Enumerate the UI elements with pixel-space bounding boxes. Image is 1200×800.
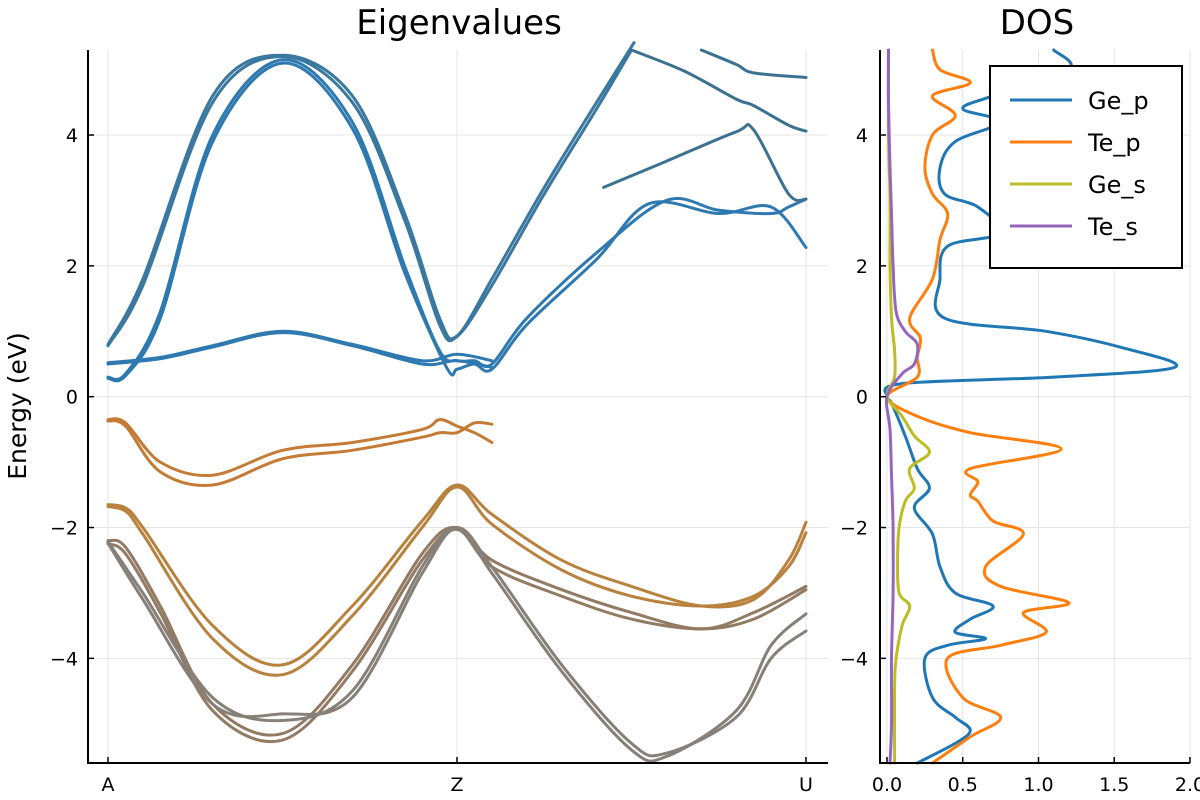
band-line-10 bbox=[106, 419, 494, 487]
y-tick-label: 4 bbox=[66, 125, 78, 147]
y-tick-label: −4 bbox=[50, 648, 78, 670]
y-tick-label: −4 bbox=[840, 648, 868, 670]
dos-x-ticks: 0.0 0.5 1.0 1.5 2.0 bbox=[872, 757, 1200, 796]
dos-series-Ge_s bbox=[885, 48, 931, 765]
y-tick-label: −2 bbox=[50, 518, 78, 540]
band-line-11 bbox=[106, 483, 808, 667]
legend-box bbox=[989, 65, 1183, 269]
dos-lines bbox=[883, 48, 1179, 765]
dos-series-Te_s bbox=[885, 48, 920, 765]
y-axis-label: Energy (eV) bbox=[3, 332, 32, 479]
band-line-5 bbox=[106, 48, 633, 348]
legend-label-Te_s: Te_s bbox=[1087, 213, 1138, 241]
dos-axes bbox=[879, 50, 1190, 764]
eigenvalues-panel: Eigenvalues Energy (eV) A Z U −4 −2 0 2 4 bbox=[3, 3, 828, 796]
x-tick-label: 1.0 bbox=[1023, 774, 1053, 796]
band-line-7 bbox=[630, 48, 808, 133]
legend-label-Te_p: Te_p bbox=[1087, 129, 1141, 157]
legend: Ge_p Te_p Ge_s Te_s bbox=[989, 65, 1183, 269]
y-tick-label: −2 bbox=[840, 518, 868, 540]
band-line-6 bbox=[602, 122, 808, 203]
x-tick-label: U bbox=[799, 774, 813, 796]
x-tick-label: 1.5 bbox=[1099, 774, 1129, 796]
band-line-9 bbox=[106, 417, 494, 478]
band-line-3 bbox=[106, 61, 808, 383]
eigenvalues-axes bbox=[87, 50, 828, 764]
dos-y-ticks: −4 −2 0 2 4 bbox=[840, 125, 886, 670]
band-line-8 bbox=[699, 48, 808, 79]
band-line-12 bbox=[106, 485, 808, 677]
legend-label-Ge_p: Ge_p bbox=[1088, 87, 1149, 115]
y-tick-label: 2 bbox=[856, 256, 868, 278]
x-tick-label: 0.5 bbox=[948, 774, 978, 796]
eigenvalues-grid bbox=[88, 50, 828, 763]
dos-panel: DOS 0.0 0.5 1.0 1.5 2.0 −4 −2 0 2 4 Ge_p Te_p Ge_s… bbox=[840, 3, 1200, 796]
band-line-2 bbox=[106, 58, 808, 381]
x-tick-label: 2.0 bbox=[1175, 774, 1200, 796]
eigenvalues-y-ticks: −4 −2 0 2 4 bbox=[50, 125, 94, 670]
eigenvalues-title: Eigenvalues bbox=[356, 3, 562, 43]
band-line-15 bbox=[106, 526, 808, 758]
band-lines bbox=[106, 41, 808, 763]
band-line-4 bbox=[106, 41, 636, 346]
y-tick-label: 4 bbox=[856, 125, 868, 147]
band-line-16 bbox=[106, 527, 808, 763]
x-tick-label: A bbox=[102, 774, 115, 796]
dos-title: DOS bbox=[1000, 3, 1075, 43]
y-tick-label: 0 bbox=[856, 387, 868, 409]
x-tick-label: 0.0 bbox=[872, 774, 902, 796]
x-tick-label: Z bbox=[450, 774, 463, 796]
y-tick-label: 0 bbox=[66, 387, 78, 409]
y-tick-label: 2 bbox=[66, 256, 78, 278]
band-line-13 bbox=[106, 525, 808, 737]
dos-series-Te_p bbox=[885, 48, 1071, 765]
band-line-14 bbox=[106, 527, 808, 744]
legend-label-Ge_s: Ge_s bbox=[1088, 171, 1146, 199]
